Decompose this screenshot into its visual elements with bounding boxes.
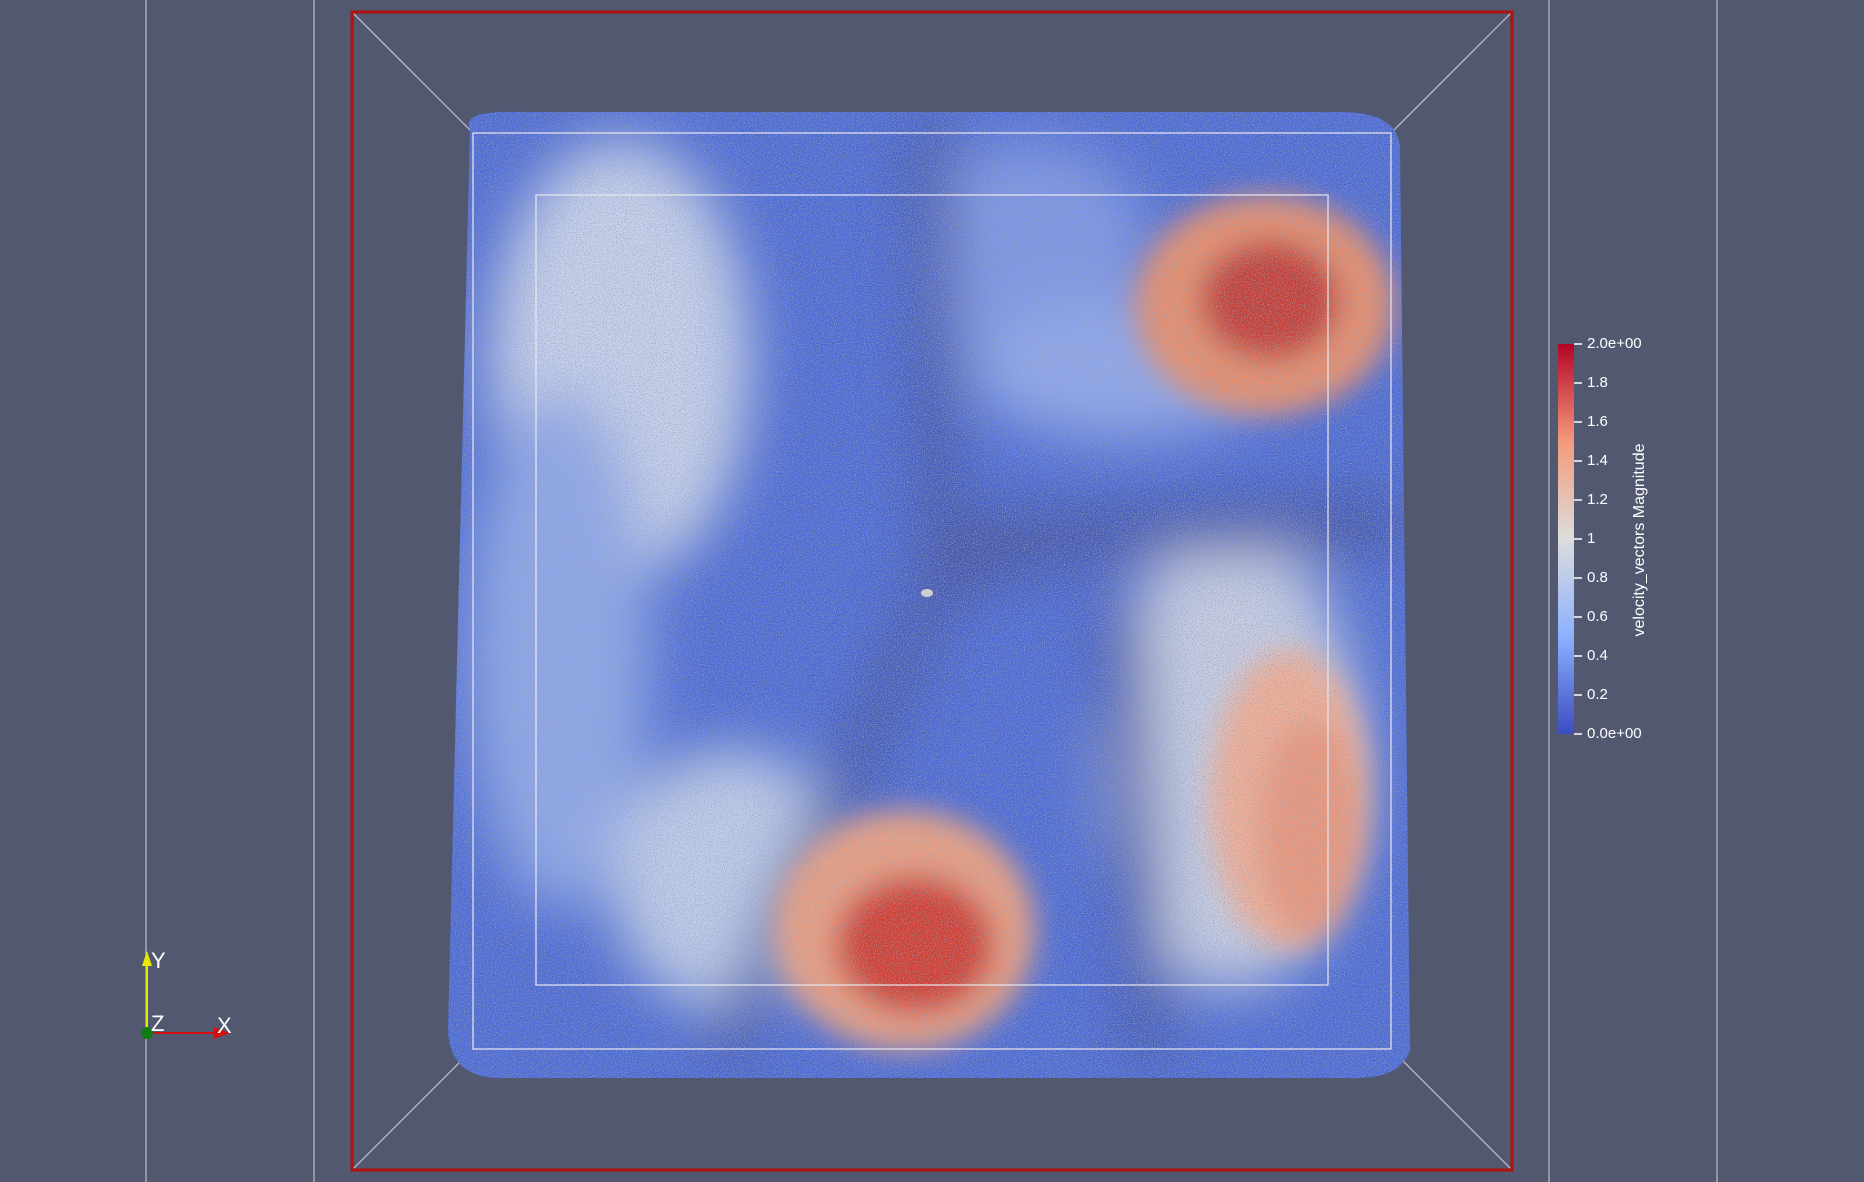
colormap-tick-label: 1.2 [1587, 491, 1608, 508]
colormap-tick-label: 1.8 [1587, 374, 1608, 391]
probe-glyph [921, 589, 933, 597]
colormap-bar [1558, 344, 1574, 734]
domain-wireframe [472, 132, 1392, 1050]
colormap-ticks [1574, 343, 1582, 735]
colormap-tick-label: 0.8 [1587, 569, 1608, 586]
orientation-axes[interactable] [141, 951, 230, 1039]
colormap-tick-label: 0.0e+00 [1587, 725, 1642, 742]
scalar-bar[interactable] [1558, 343, 1582, 735]
colormap-tick-label: 0.2 [1587, 686, 1608, 703]
selection-outline [350, 10, 1514, 1172]
scalar-bar-title-text: velocity_vectors Magnitude [1631, 443, 1648, 637]
box-perspective-edges [351, 11, 1513, 1171]
colormap-tick-label: 1 [1587, 530, 1596, 547]
colormap-tick-label: 0.4 [1587, 647, 1608, 664]
y-axis-label: Y [151, 948, 166, 973]
particle-cloud [448, 111, 1410, 1079]
colormap-tick-label: 0.6 [1587, 608, 1608, 625]
z-axis-dot [141, 1027, 153, 1039]
colormap-tick-label: 1.4 [1587, 452, 1608, 469]
x-axis-label: X [217, 1013, 232, 1038]
colormap-tick-label: 2.0e+00 [1587, 335, 1642, 352]
x-axis-arrow [214, 1027, 230, 1039]
y-axis-arrow [142, 951, 152, 966]
colormap-tick-label: 1.6 [1587, 413, 1608, 430]
z-axis-label: Z [151, 1011, 165, 1036]
